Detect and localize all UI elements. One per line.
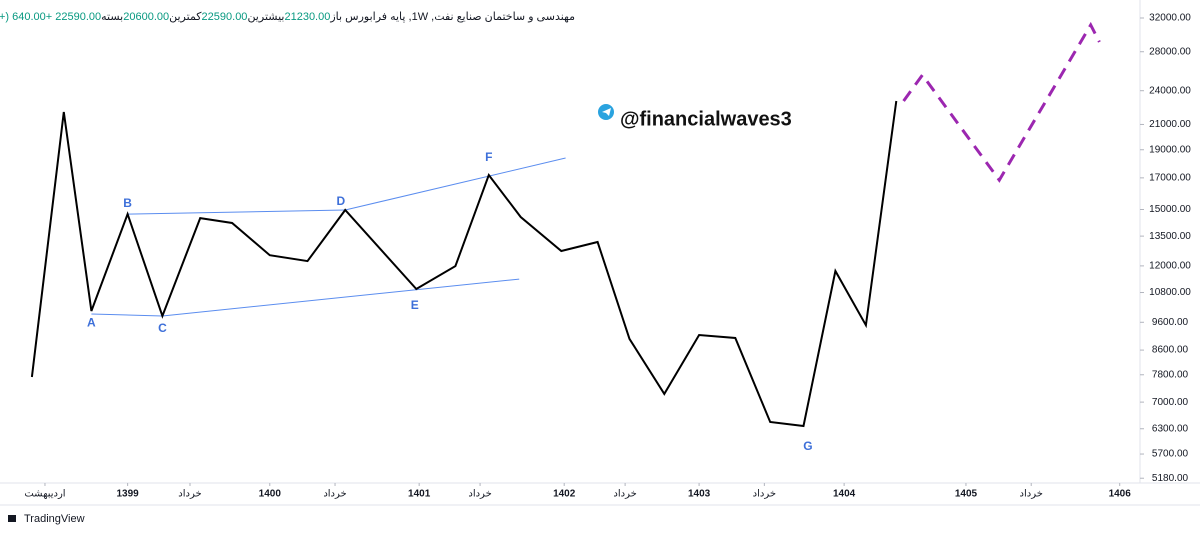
- y-tick-label: 28000.00: [1149, 46, 1191, 57]
- ohlc-label: بسته: [101, 11, 124, 23]
- y-tick-label: 19000.00: [1149, 144, 1191, 155]
- x-tick-label: 1401: [408, 489, 431, 500]
- ohlc: باز21230.00بیشترین22590.00کمترین20600.00…: [55, 11, 342, 23]
- trendline: [127, 209, 346, 215]
- wave-label: B: [123, 196, 132, 210]
- y-tick-label: 10800.00: [1149, 287, 1191, 298]
- x-tick-label: خرداد: [468, 489, 491, 500]
- y-tick-label: 24000.00: [1149, 85, 1191, 96]
- y-tick-label: 21000.00: [1149, 119, 1191, 130]
- x-tick-label: 1399: [117, 489, 140, 500]
- y-tick-label: 8600.00: [1152, 345, 1189, 356]
- x-tick-label: 1402: [553, 489, 576, 500]
- price-line: [902, 21, 1101, 183]
- y-tick-label: 7000.00: [1152, 397, 1189, 408]
- x-tick-label: 1406: [1109, 489, 1132, 500]
- wave-label: A: [87, 315, 96, 329]
- y-tick-label: 13500.00: [1149, 231, 1191, 242]
- x-tick-label: 1405: [955, 489, 978, 500]
- x-tick-label: اردیبهشت: [24, 489, 65, 500]
- change: +640.00 (+2.92%): [0, 11, 53, 23]
- y-tick-label: 6300.00: [1152, 423, 1189, 434]
- y-tick-label: 5180.00: [1152, 473, 1189, 484]
- x-tick-label: خرداد: [753, 489, 776, 500]
- tv-logo: [8, 515, 16, 522]
- y-tick-label: 17000.00: [1149, 172, 1191, 183]
- trendline: [345, 157, 566, 211]
- x-tick-label: خرداد: [178, 489, 201, 500]
- ohlc-label: بیشترین: [247, 11, 285, 23]
- wave-label: F: [485, 150, 492, 164]
- y-tick-label: 15000.00: [1149, 204, 1191, 215]
- x-tick-label: 1400: [259, 489, 282, 500]
- price-line: [30, 100, 898, 428]
- x-tick-label: خرداد: [613, 489, 636, 500]
- wave-label: E: [411, 298, 419, 312]
- y-tick-label: 7800.00: [1152, 369, 1189, 380]
- ohlc-value: 22590.00: [55, 11, 102, 23]
- ohlc-label: کمترین: [169, 11, 202, 23]
- x-tick-label: 1403: [688, 489, 711, 500]
- ohlc-value: 22590.00: [201, 11, 248, 23]
- y-tick-label: 12000.00: [1149, 261, 1191, 272]
- watermark: @financialwaves3: [620, 108, 792, 130]
- header: مهندسی و ساختمان صنایع نفت, 1W, پایه فرا…: [0, 10, 575, 23]
- trendline: [91, 313, 163, 317]
- y-tick-label: 5700.00: [1152, 449, 1189, 460]
- footer: TradingView: [24, 513, 85, 525]
- ohlc-value: 21230.00: [284, 11, 331, 23]
- telegram-plane: [602, 108, 611, 116]
- ohlc-label: باز: [330, 11, 343, 23]
- wave-label: D: [337, 194, 346, 208]
- x-tick-label: خرداد: [1020, 489, 1043, 500]
- x-tick-label: 1404: [833, 489, 856, 500]
- wave-label: C: [158, 321, 167, 335]
- y-tick-label: 32000.00: [1149, 13, 1191, 24]
- ohlc-value: 20600.00: [123, 11, 170, 23]
- symbol: مهندسی و ساختمان صنایع نفت, 1W, پایه فرا…: [345, 11, 575, 23]
- x-tick-label: خرداد: [323, 489, 346, 500]
- y-tick-label: 9600.00: [1152, 317, 1189, 328]
- trendline: [162, 278, 520, 317]
- wave-label: G: [803, 439, 812, 453]
